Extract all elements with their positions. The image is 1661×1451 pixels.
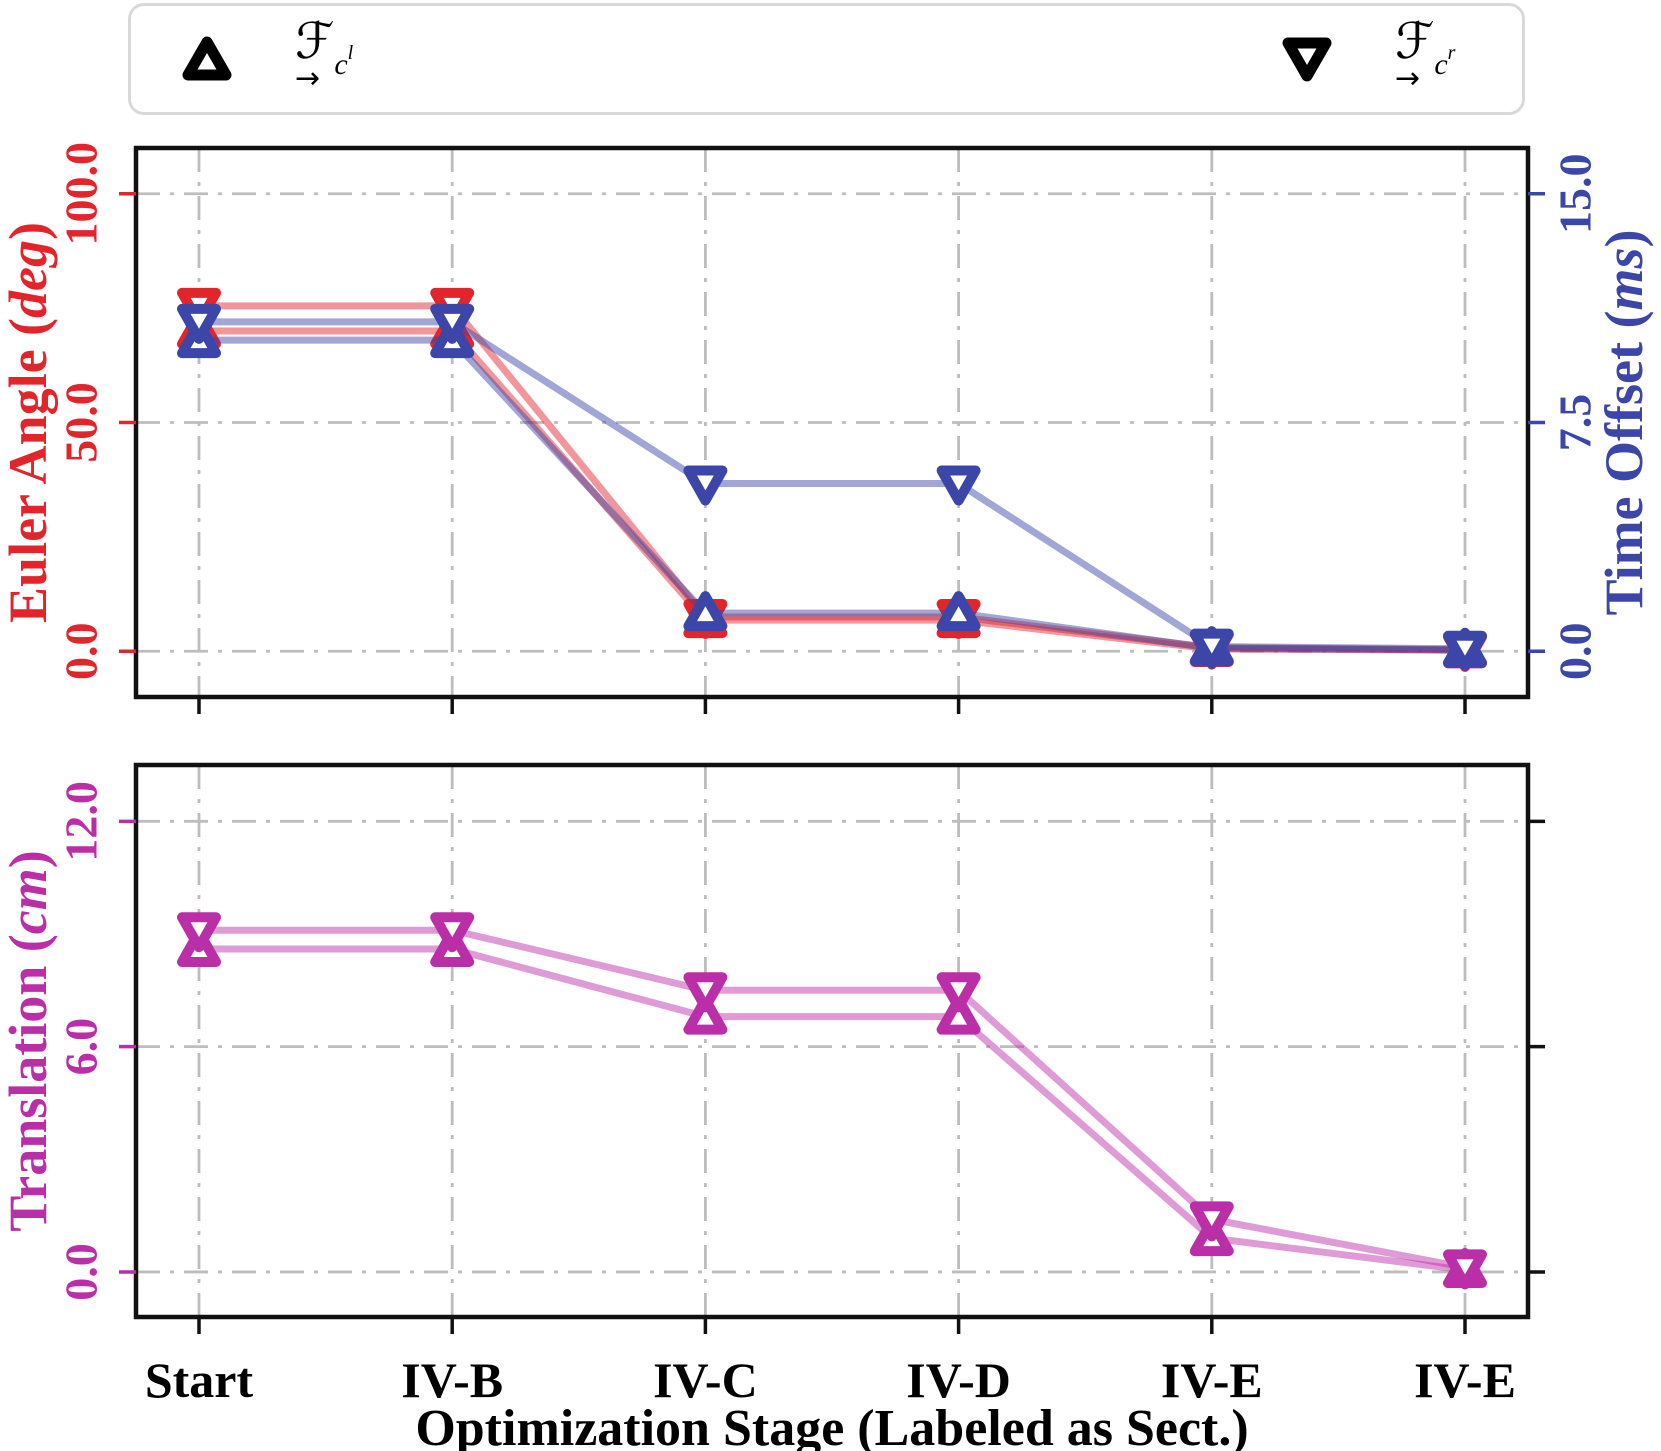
left-axis-label: Translation (cm) [0,850,58,1232]
legend-item-left-camera-frame: ℱ → cl [181,6,353,112]
marker-triangle-down-translation-right-cam [683,972,728,1013]
marker-triangle-down-time-offset-right-cam [430,303,475,344]
script-f-symbol: ℱ [1395,12,1435,70]
legend: ℱ → cl ℱ → cr [128,3,1525,115]
marker-triangle-down-time-offset-right-cam [1443,630,1487,671]
marker-triangle-down-translation-right-cam [1443,1249,1487,1290]
series-line-euler-angle-right-cam [195,302,1469,654]
triangle-down-icon [1282,37,1332,82]
frame-superscript: l [347,42,354,64]
left-tick-label: 6.0 [56,1018,107,1076]
x-tick-label: IV-D [906,1352,1011,1408]
plot-border [133,762,1531,1320]
left-tick-label: 0.0 [56,623,107,681]
frame-subscript: c [334,48,348,81]
marker-triangle-down-time-offset-right-cam [1189,628,1234,669]
under-arrow-icon: → [1395,61,1421,96]
legend-label-right-camera-frame: ℱ → cr [1395,6,1455,112]
right-axis-label: Time Offset (ms) [1594,230,1654,616]
series-line-euler-angle-left-cam [195,327,1469,654]
left-tick-label: 12.0 [56,781,107,862]
marker-triangle-down-time-offset-right-cam [177,303,221,344]
x-tick-label: IV-B [401,1352,503,1408]
x-tick-label: IV-C [653,1352,758,1408]
marker-triangle-down-translation-right-cam [1189,1201,1234,1242]
legend-label-left-camera-frame: ℱ → cl [295,6,353,112]
left-axis-label: Euler Angle (deg) [0,222,58,623]
script-f-symbol: ℱ [295,12,335,70]
right-tick-label: 0.0 [1550,623,1601,681]
right-tick-label: 7.5 [1550,394,1601,452]
x-tick-label: IV-E [1414,1352,1516,1408]
right-tick-label: 15.0 [1550,154,1601,235]
series-line-time-offset-right-cam [195,318,1469,653]
x-axis-label: Optimization Stage (Labeled as Sect.) [415,1400,1248,1451]
under-arrow-icon: → [295,61,321,96]
marker-triangle-down-time-offset-right-cam [936,465,981,506]
left-tick-label: 50.0 [56,382,107,463]
marker-triangle-down-translation-right-cam [430,912,475,953]
series-line-translation-left-cam [195,945,1469,1274]
series-line-translation-right-cam [195,926,1469,1271]
frame-subscript: c [1434,48,1448,81]
x-tick-label: IV-E [1161,1352,1263,1408]
left-tick-label: 100.0 [56,142,107,246]
marker-triangle-up-time-offset-left-cam [683,591,728,632]
marker-triangle-up-time-offset-left-cam [936,591,981,632]
frame-superscript: r [1447,42,1456,64]
marker-triangle-up-translation-left-cam [936,994,981,1035]
marker-triangle-down-translation-right-cam [177,912,221,953]
marker-triangle-down-translation-right-cam [936,972,981,1013]
marker-triangle-up-translation-left-cam [683,994,728,1035]
left-tick-label: 0.0 [56,1243,107,1301]
marker-triangle-down-time-offset-right-cam [683,465,728,506]
legend-item-right-camera-frame: ℱ → cr [1281,6,1455,112]
x-tick-label: Start [145,1352,254,1408]
triangle-up-icon [182,36,232,81]
series-line-time-offset-left-cam [195,336,1469,654]
